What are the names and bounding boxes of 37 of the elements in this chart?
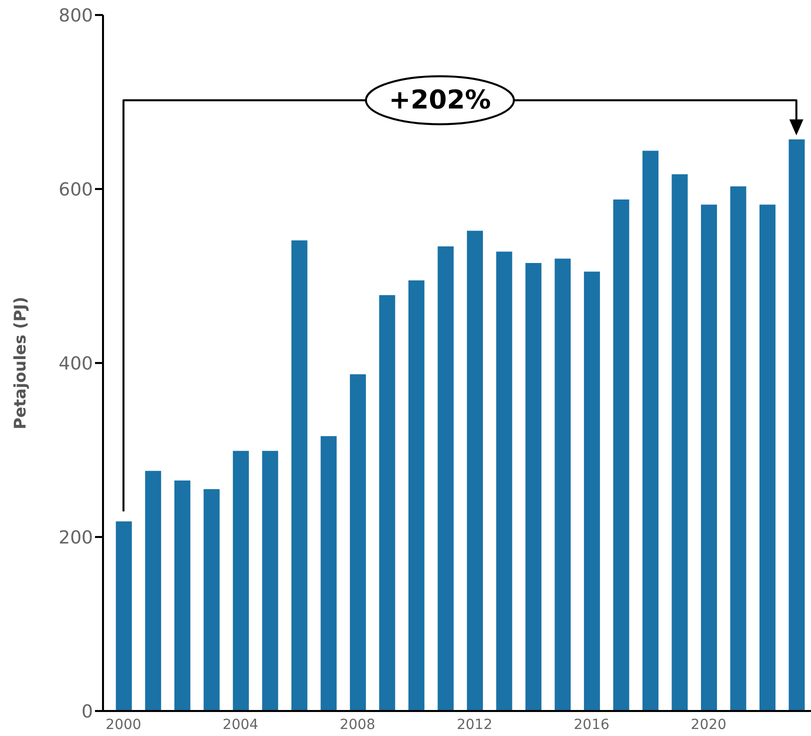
bar (672, 174, 688, 711)
bar (730, 186, 746, 711)
bar (642, 150, 658, 711)
bar (613, 199, 630, 711)
bar (584, 272, 600, 711)
y-tick-label: 800 (58, 5, 93, 26)
bar (700, 204, 717, 711)
bar (554, 258, 571, 711)
y-tick-label: 400 (58, 353, 93, 374)
bar (174, 480, 190, 711)
bar (145, 470, 162, 711)
bar (116, 521, 132, 711)
bar (408, 280, 424, 711)
x-tick-label: 2016 (574, 716, 610, 733)
x-tick-label: 2012 (456, 716, 492, 733)
y-tick-label: 200 (58, 527, 93, 548)
annotation: +202% (388, 85, 491, 116)
y-tick-label: 600 (58, 179, 93, 200)
bar (466, 230, 483, 711)
x-tick-label: 2000 (106, 716, 142, 733)
bar (438, 246, 454, 711)
bar (320, 436, 337, 711)
y-tick-label: 0 (82, 701, 93, 722)
x-tick-label: 2020 (690, 716, 726, 733)
y-axis-title: Petajoules (PJ) (10, 296, 30, 430)
bar (525, 262, 542, 711)
bar (291, 240, 308, 711)
x-tick-label: 2004 (222, 716, 258, 733)
bar (496, 252, 512, 711)
bar (379, 295, 396, 711)
bar (262, 450, 278, 711)
bar (788, 139, 805, 711)
x-tick-label: 2008 (340, 716, 376, 733)
bar (232, 450, 249, 711)
bar (204, 489, 220, 711)
bar (759, 204, 776, 711)
bar (350, 374, 366, 711)
